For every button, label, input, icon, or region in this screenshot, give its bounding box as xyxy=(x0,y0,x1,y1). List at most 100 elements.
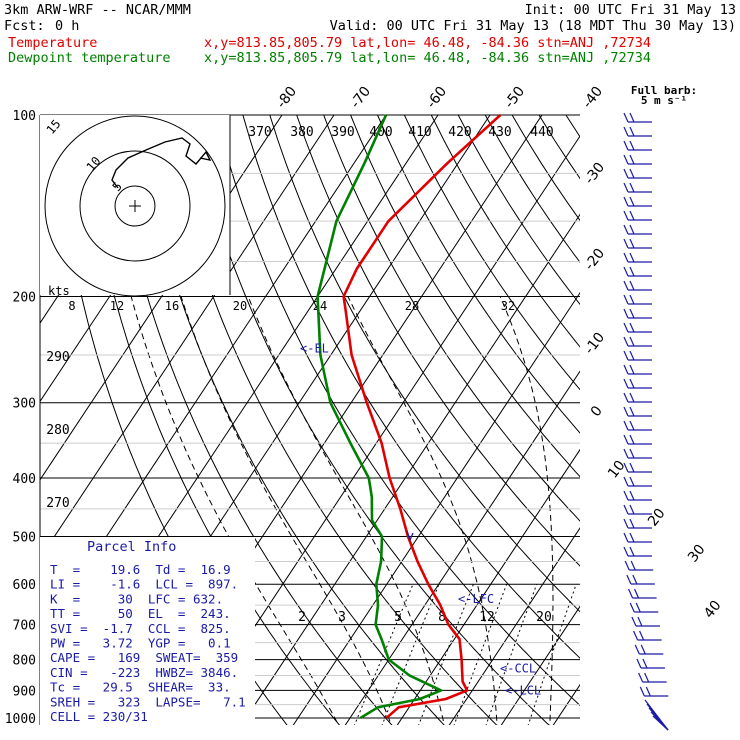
wind-barb-flag xyxy=(623,210,629,221)
wind-barb-flag xyxy=(629,280,635,291)
dry-adiabat-line xyxy=(350,115,580,478)
wind-barb-flag xyxy=(632,574,638,585)
legend-temperature-name: Temperature xyxy=(8,35,97,51)
dewpoint-profile-line xyxy=(316,114,443,720)
moist-adiabat-line xyxy=(347,296,498,725)
wind-barb-flag xyxy=(629,126,635,137)
mixing-ratio-label: 8 xyxy=(438,610,446,625)
wind-barb-flag xyxy=(623,462,629,473)
dry-adiabat-line xyxy=(107,115,393,725)
isotherm-line xyxy=(500,605,580,725)
isotherm-label-right: 0 xyxy=(588,403,606,420)
theta-label: 430 xyxy=(488,125,511,140)
isotherm-label-top: -80 xyxy=(274,84,301,112)
hodo-speed-label: 32 xyxy=(501,299,515,313)
parcel-info-row: TT = 50 EL = 243. xyxy=(50,606,231,621)
wind-barb-flag xyxy=(623,196,629,207)
hodo-kts-label: kts xyxy=(48,284,70,298)
wind-barb-flag xyxy=(623,336,629,347)
parcel-info-box: Parcel Info T = 19.6 Td = 16.9LI = -1.6 … xyxy=(40,537,255,725)
parcel-info-row: T = 19.6 Td = 16.9 xyxy=(50,562,231,577)
moist-adiabat-line xyxy=(499,296,554,725)
wind-barb-flag xyxy=(629,154,635,165)
wind-barb-flag xyxy=(623,112,629,123)
wind-barb-flag xyxy=(642,658,648,669)
wind-barb-flag xyxy=(629,266,635,277)
dry-adiabat-line xyxy=(377,115,580,434)
isotherm-label-top: -60 xyxy=(424,84,451,112)
wind-barb-flag xyxy=(623,238,629,249)
wind-barb-flag xyxy=(623,182,629,193)
wind-barb-flag xyxy=(623,490,629,501)
wind-barb xyxy=(652,715,669,731)
dry-adiabat-line xyxy=(188,115,550,725)
wind-barb-flag xyxy=(635,602,641,613)
isotherm-label-top: -50 xyxy=(502,84,529,112)
barb-legend-line2: 5 m s⁻¹ xyxy=(641,94,687,107)
forecast-hour: 0 h xyxy=(55,18,79,34)
theta-label-left: 280 xyxy=(46,423,69,438)
wind-barb-flag xyxy=(634,588,640,599)
pressure-tick-label: 700 xyxy=(13,619,36,634)
wind-barb-flag xyxy=(623,224,629,235)
level-markers: <-EL <-LFC <-CCL <-LCL xyxy=(300,342,541,698)
isotherm-label-right: 30 xyxy=(685,542,709,566)
parcel-info-row: SVI = -1.7 CCL = 825. xyxy=(50,621,231,636)
wind-barb-flag xyxy=(623,420,629,431)
wind-barb-flag xyxy=(623,308,629,319)
mixing-ratio-labels: 2 3 5 8 12 20 xyxy=(298,610,552,625)
wind-barb-flag xyxy=(640,644,646,655)
dry-adiabat-line xyxy=(593,115,740,731)
pressure-tick-label: 900 xyxy=(13,684,36,699)
pressure-tick-label: 1000 xyxy=(5,712,36,727)
level-marker-label: <-LCL xyxy=(505,684,541,698)
isotherm-line xyxy=(706,115,740,731)
theta-label: 390 xyxy=(331,125,354,140)
hodo-speed-label: 16 xyxy=(165,299,179,313)
isotherm-label-top: -70 xyxy=(348,84,375,112)
wind-barb-flag xyxy=(629,252,635,263)
hodo-speed-labels: 8 12 16 20 24 28 32 xyxy=(68,299,515,313)
dry-adiabat-line xyxy=(323,115,580,522)
theta-label: 410 xyxy=(408,125,431,140)
isotherm-label-right: 10 xyxy=(605,458,629,482)
hodo-speed-label: 28 xyxy=(405,299,419,313)
parcel-info-row: CIN = -223 HWBZ= 3846. xyxy=(50,665,238,680)
dry-adiabat-line xyxy=(403,115,580,391)
wind-barb-flag xyxy=(629,378,635,389)
wind-barb-flag xyxy=(629,434,635,445)
wind-barbs xyxy=(623,112,669,731)
dry-adiabat-line xyxy=(269,115,580,613)
wind-barb-flag xyxy=(623,448,629,459)
wind-barb-flag xyxy=(629,294,635,305)
barb-legend-line1: Full barb: xyxy=(631,84,697,97)
parcel-info-row: Tc = 29.5 SHEAR= 33. xyxy=(50,680,231,695)
init-time: Init: 00 UTC Fri 31 May 13 xyxy=(525,2,736,18)
wind-barb-flag xyxy=(628,588,634,599)
parcel-info-title: Parcel Info xyxy=(87,539,176,555)
mixing-ratio-line xyxy=(527,584,577,725)
theta-label: 420 xyxy=(448,125,471,140)
wind-barb-flag xyxy=(623,154,629,165)
wind-barb-flag xyxy=(629,112,635,123)
model-title: 3km ARW-WRF -- NCAR/MMM xyxy=(4,2,191,18)
pressure-tick-label: 800 xyxy=(13,654,36,669)
wind-barb-flag xyxy=(623,350,629,361)
wind-barb-flag xyxy=(629,182,635,193)
mixing-ratio-label: 12 xyxy=(479,610,495,625)
wind-barb-flag xyxy=(629,224,635,235)
wind-barb-flag xyxy=(637,616,643,627)
parcel-info-row: SREH = 323 LAPSE= 7.1 xyxy=(50,694,246,709)
forecast-label: Fcst: xyxy=(4,18,45,34)
theta-label-left: 270 xyxy=(46,496,69,511)
moist-adiabat-line xyxy=(247,296,445,725)
isotherm-label-right: 40 xyxy=(701,598,725,622)
wind-barb-flag xyxy=(629,308,635,319)
wind-barb-flag xyxy=(629,490,635,501)
wind-barb-flag xyxy=(639,630,645,641)
wind-barb-flag xyxy=(629,602,635,613)
moist-adiabat-line xyxy=(180,296,392,725)
hodo-speed-label: 12 xyxy=(110,299,124,313)
pressure-tick-label: 400 xyxy=(13,472,36,487)
mixing-ratio-line xyxy=(453,584,508,725)
